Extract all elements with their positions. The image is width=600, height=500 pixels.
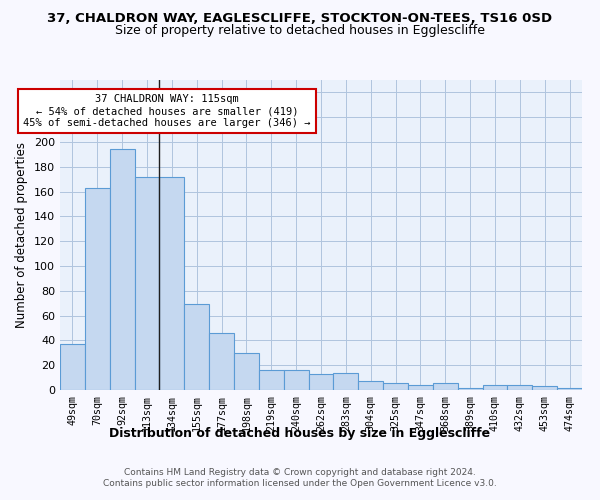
Bar (60, 344, 85, 390)
Text: Distribution of detached houses by size in Egglescliffe: Distribution of detached houses by size … (109, 428, 491, 440)
Text: 37, CHALDRON WAY, EAGLESCLIFFE, STOCKTON-ON-TEES, TS16 0SD: 37, CHALDRON WAY, EAGLESCLIFFE, STOCKTON… (47, 12, 553, 26)
Text: Size of property relative to detached houses in Egglescliffe: Size of property relative to detached ho… (115, 24, 485, 37)
Bar (234, 353, 259, 390)
Bar (334, 372, 358, 390)
Bar (284, 370, 308, 390)
Bar (408, 385, 433, 390)
Bar (383, 382, 408, 390)
Bar (557, 388, 582, 390)
Bar (508, 385, 532, 390)
Bar (458, 388, 482, 390)
Y-axis label: Number of detached properties: Number of detached properties (16, 142, 28, 328)
Bar (259, 370, 284, 390)
Bar (482, 385, 508, 390)
Bar (85, 188, 110, 390)
Bar (209, 333, 234, 390)
Bar (532, 386, 557, 390)
Bar (160, 176, 184, 390)
Bar (433, 382, 458, 390)
Bar (308, 374, 334, 390)
Bar (358, 382, 383, 390)
Bar (184, 304, 209, 390)
Text: 37 CHALDRON WAY: 115sqm
← 54% of detached houses are smaller (419)
45% of semi-d: 37 CHALDRON WAY: 115sqm ← 54% of detache… (23, 94, 311, 128)
Text: Contains HM Land Registry data © Crown copyright and database right 2024.
Contai: Contains HM Land Registry data © Crown c… (103, 468, 497, 487)
Bar (110, 150, 134, 390)
Bar (134, 176, 160, 390)
